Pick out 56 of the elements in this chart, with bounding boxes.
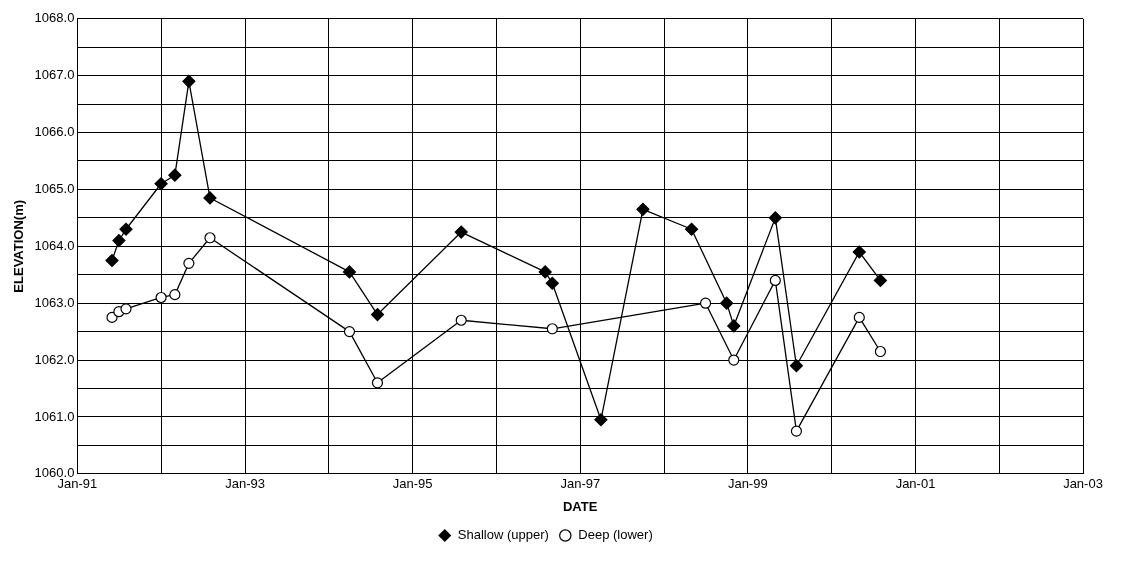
point [120, 303, 132, 315]
point [720, 296, 734, 310]
y-tick-label: 1066.0 [34, 124, 75, 140]
point [455, 314, 467, 326]
x-tick-label: Jan-99 [727, 476, 768, 492]
x-tick-label: Jan-03 [1063, 476, 1103, 492]
legend-label: Shallow (upper) [457, 527, 549, 543]
y-tick-label: 1063.0 [34, 294, 75, 310]
point [594, 413, 608, 427]
point [874, 345, 886, 358]
point [155, 291, 167, 304]
point [168, 168, 182, 182]
point [106, 311, 118, 323]
y-tick-label: 1065.0 [34, 181, 75, 196]
point [852, 245, 866, 259]
point [183, 257, 195, 269]
point [105, 253, 119, 268]
point [684, 222, 699, 236]
point [342, 265, 357, 279]
y-tick-label: 1064.0 [34, 237, 75, 253]
point [790, 425, 803, 437]
point [727, 319, 741, 333]
point [768, 211, 782, 225]
point [371, 377, 384, 389]
point [538, 265, 552, 279]
point [546, 323, 558, 335]
point [454, 225, 468, 239]
y-tick-label: 1062.0 [34, 351, 75, 367]
y-tick-label: 1067.0 [34, 67, 75, 83]
x-tick-label: Jan-93 [225, 476, 265, 492]
point [112, 234, 126, 248]
point [728, 354, 740, 366]
point [769, 274, 781, 287]
point [636, 202, 650, 216]
point [204, 232, 216, 244]
point [154, 177, 168, 191]
point [343, 326, 356, 338]
x-tick-label: Jan-91 [57, 476, 98, 492]
point [169, 289, 181, 301]
y-tick-label: 1068.0 [34, 10, 75, 26]
point [119, 222, 133, 236]
x-tick-label: Jan-95 [392, 476, 433, 492]
point [545, 276, 559, 290]
x-tick-label: Jan-97 [560, 476, 601, 492]
x-tick-label: Jan-01 [895, 476, 936, 492]
legend-label: Deep (lower) [578, 527, 653, 543]
point [873, 273, 887, 288]
y-axis-title: ELEVATION(m) [11, 199, 27, 293]
point [853, 311, 865, 323]
point [203, 191, 217, 205]
y-tick-label: 1061.0 [34, 408, 75, 424]
point [370, 307, 385, 322]
point [182, 74, 196, 88]
x-axis-title: DATE [562, 498, 598, 514]
point [699, 297, 712, 309]
point [789, 359, 804, 373]
